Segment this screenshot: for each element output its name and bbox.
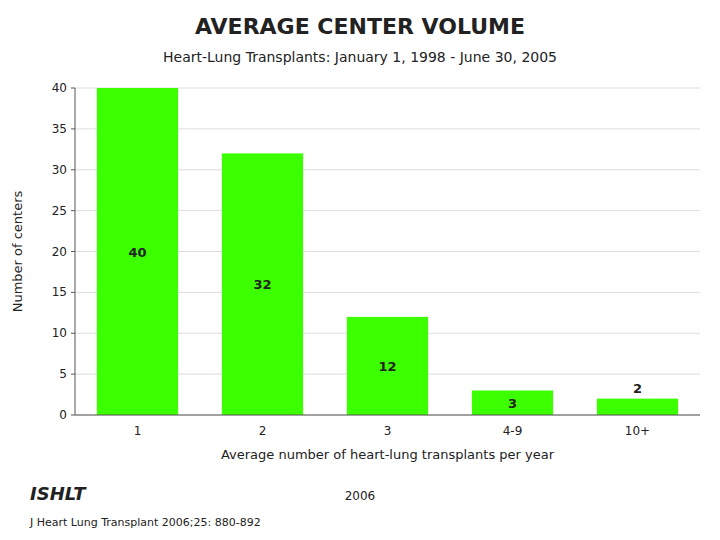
tick-label: 10+ bbox=[625, 424, 650, 438]
y-axis-line bbox=[75, 88, 76, 415]
tick-mark bbox=[71, 333, 75, 334]
data-label: 32 bbox=[253, 277, 271, 292]
data-label: 12 bbox=[378, 359, 396, 374]
bar bbox=[347, 317, 428, 415]
tick-mark bbox=[71, 251, 75, 252]
x-ticks: 1 2 3 4-9 10+ bbox=[134, 424, 650, 438]
chart: AVERAGE CENTER VOLUME Heart-Lung Transpla… bbox=[0, 0, 720, 540]
tick-label: 4-9 bbox=[503, 424, 523, 438]
tick-mark bbox=[71, 292, 75, 293]
tick-label: 40 bbox=[52, 81, 67, 95]
annotation: ISHLT bbox=[30, 483, 87, 504]
bar bbox=[597, 399, 678, 415]
tick-label: 10 bbox=[52, 326, 67, 340]
tick-label: 2 bbox=[259, 424, 267, 438]
tick-mark bbox=[71, 415, 75, 416]
tick-label: 15 bbox=[52, 285, 67, 299]
tick-label: 0 bbox=[59, 408, 67, 422]
annotation: 2006 bbox=[345, 489, 376, 503]
bar bbox=[222, 153, 303, 415]
tick-label: 30 bbox=[52, 163, 67, 177]
tick-mark bbox=[71, 374, 75, 375]
grid-line bbox=[75, 415, 700, 416]
tick-mark bbox=[71, 210, 75, 211]
tick-label: 3 bbox=[384, 424, 392, 438]
subtitle: Heart-Lung Transplants: January 1, 1998 … bbox=[163, 49, 557, 65]
tick-label: 1 bbox=[134, 424, 142, 438]
x-axis-label: Average number of heart-lung transplants… bbox=[221, 447, 555, 462]
tick-label: 5 bbox=[59, 367, 67, 381]
tick-mark bbox=[71, 128, 75, 129]
tick-mark bbox=[71, 169, 75, 170]
tick-mark bbox=[71, 88, 75, 89]
title: AVERAGE CENTER VOLUME bbox=[195, 14, 525, 39]
data-label: 3 bbox=[508, 396, 517, 411]
bar bbox=[97, 88, 178, 415]
annotation: J Heart Lung Transplant 2006;25: 880-892 bbox=[29, 516, 261, 529]
x-axis-line bbox=[75, 415, 700, 416]
tick-label: 25 bbox=[52, 204, 67, 218]
y-ticks: 0 5 10 15 20 25 30 35 40 bbox=[52, 81, 75, 422]
tick-label: 20 bbox=[52, 245, 67, 259]
y-axis-label: Number of centers bbox=[10, 190, 25, 312]
tick-label: 35 bbox=[52, 122, 67, 136]
chart-container: AVERAGE CENTER VOLUME Heart-Lung Transpla… bbox=[0, 0, 720, 540]
data-labels: 40321232 bbox=[128, 245, 642, 411]
bars bbox=[97, 88, 678, 415]
grid bbox=[75, 88, 700, 415]
data-label: 40 bbox=[128, 245, 146, 260]
data-label: 2 bbox=[633, 381, 642, 396]
bar bbox=[472, 390, 553, 415]
